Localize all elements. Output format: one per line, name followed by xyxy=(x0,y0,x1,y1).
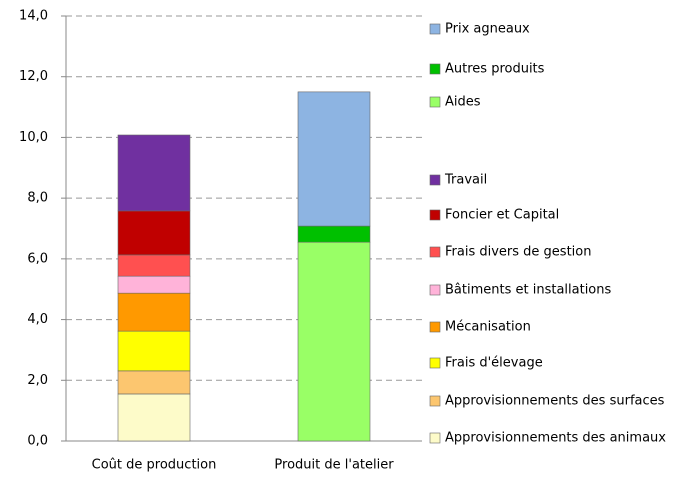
legend-swatch xyxy=(429,321,441,333)
legend-label: Prix agneaux xyxy=(445,22,530,37)
legend-label: Mécanisation xyxy=(445,320,531,335)
y-tick-label: 10,0 xyxy=(19,130,48,145)
legend-swatch xyxy=(429,209,441,221)
x-tick-label: Coût de production xyxy=(92,458,217,473)
bar-segment xyxy=(117,275,191,294)
legend-swatch xyxy=(429,395,441,407)
bar-segment xyxy=(117,393,191,442)
legend-swatch xyxy=(429,284,441,296)
y-tick-label: 2,0 xyxy=(27,373,48,388)
legend-swatch xyxy=(429,174,441,186)
legend-label: Autres produits xyxy=(445,62,545,77)
y-tick-label: 14,0 xyxy=(19,9,48,24)
bar-segment xyxy=(297,91,371,227)
legend-swatch xyxy=(429,246,441,258)
bar-segment xyxy=(117,292,191,332)
bar-segment xyxy=(117,210,191,256)
legend-swatch xyxy=(429,96,441,108)
bar-segment xyxy=(117,330,191,372)
legend-label: Foncier et Capital xyxy=(445,208,559,223)
bar-segment xyxy=(297,241,371,442)
y-tick-label: 12,0 xyxy=(19,69,48,84)
y-tick-label: 8,0 xyxy=(27,191,48,206)
legend-label: Approvisionnements des surfaces xyxy=(445,394,665,409)
y-tick-label: 0,0 xyxy=(27,434,48,449)
legend-swatch xyxy=(429,357,441,369)
legend-label: Approvisionnements des animaux xyxy=(445,431,666,446)
legend-swatch xyxy=(429,432,441,444)
legend-swatch xyxy=(429,63,441,75)
legend-label: Bâtiments et installations xyxy=(445,283,612,298)
y-tick-label: 4,0 xyxy=(27,312,48,327)
legend-label: Frais d'élevage xyxy=(445,356,543,371)
legend-label: Aides xyxy=(445,95,481,110)
bar-segment xyxy=(117,370,191,395)
bar-segment xyxy=(117,254,191,277)
y-tick-label: 6,0 xyxy=(27,251,48,266)
legend-swatch xyxy=(429,23,441,35)
x-tick-label: Produit de l'atelier xyxy=(274,458,394,473)
bar-segment xyxy=(297,225,371,243)
legend-label: Frais divers de gestion xyxy=(445,245,591,260)
bar-segment xyxy=(117,134,191,212)
legend-label: Travail xyxy=(444,173,487,188)
